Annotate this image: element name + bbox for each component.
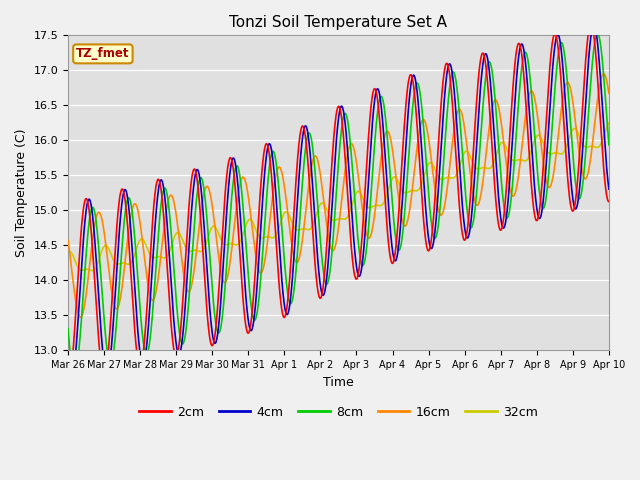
Text: TZ_fmet: TZ_fmet [76,48,130,60]
Title: Tonzi Soil Temperature Set A: Tonzi Soil Temperature Set A [230,15,447,30]
Legend: 2cm, 4cm, 8cm, 16cm, 32cm: 2cm, 4cm, 8cm, 16cm, 32cm [134,401,543,424]
X-axis label: Time: Time [323,376,354,389]
Y-axis label: Soil Temperature (C): Soil Temperature (C) [15,129,28,257]
